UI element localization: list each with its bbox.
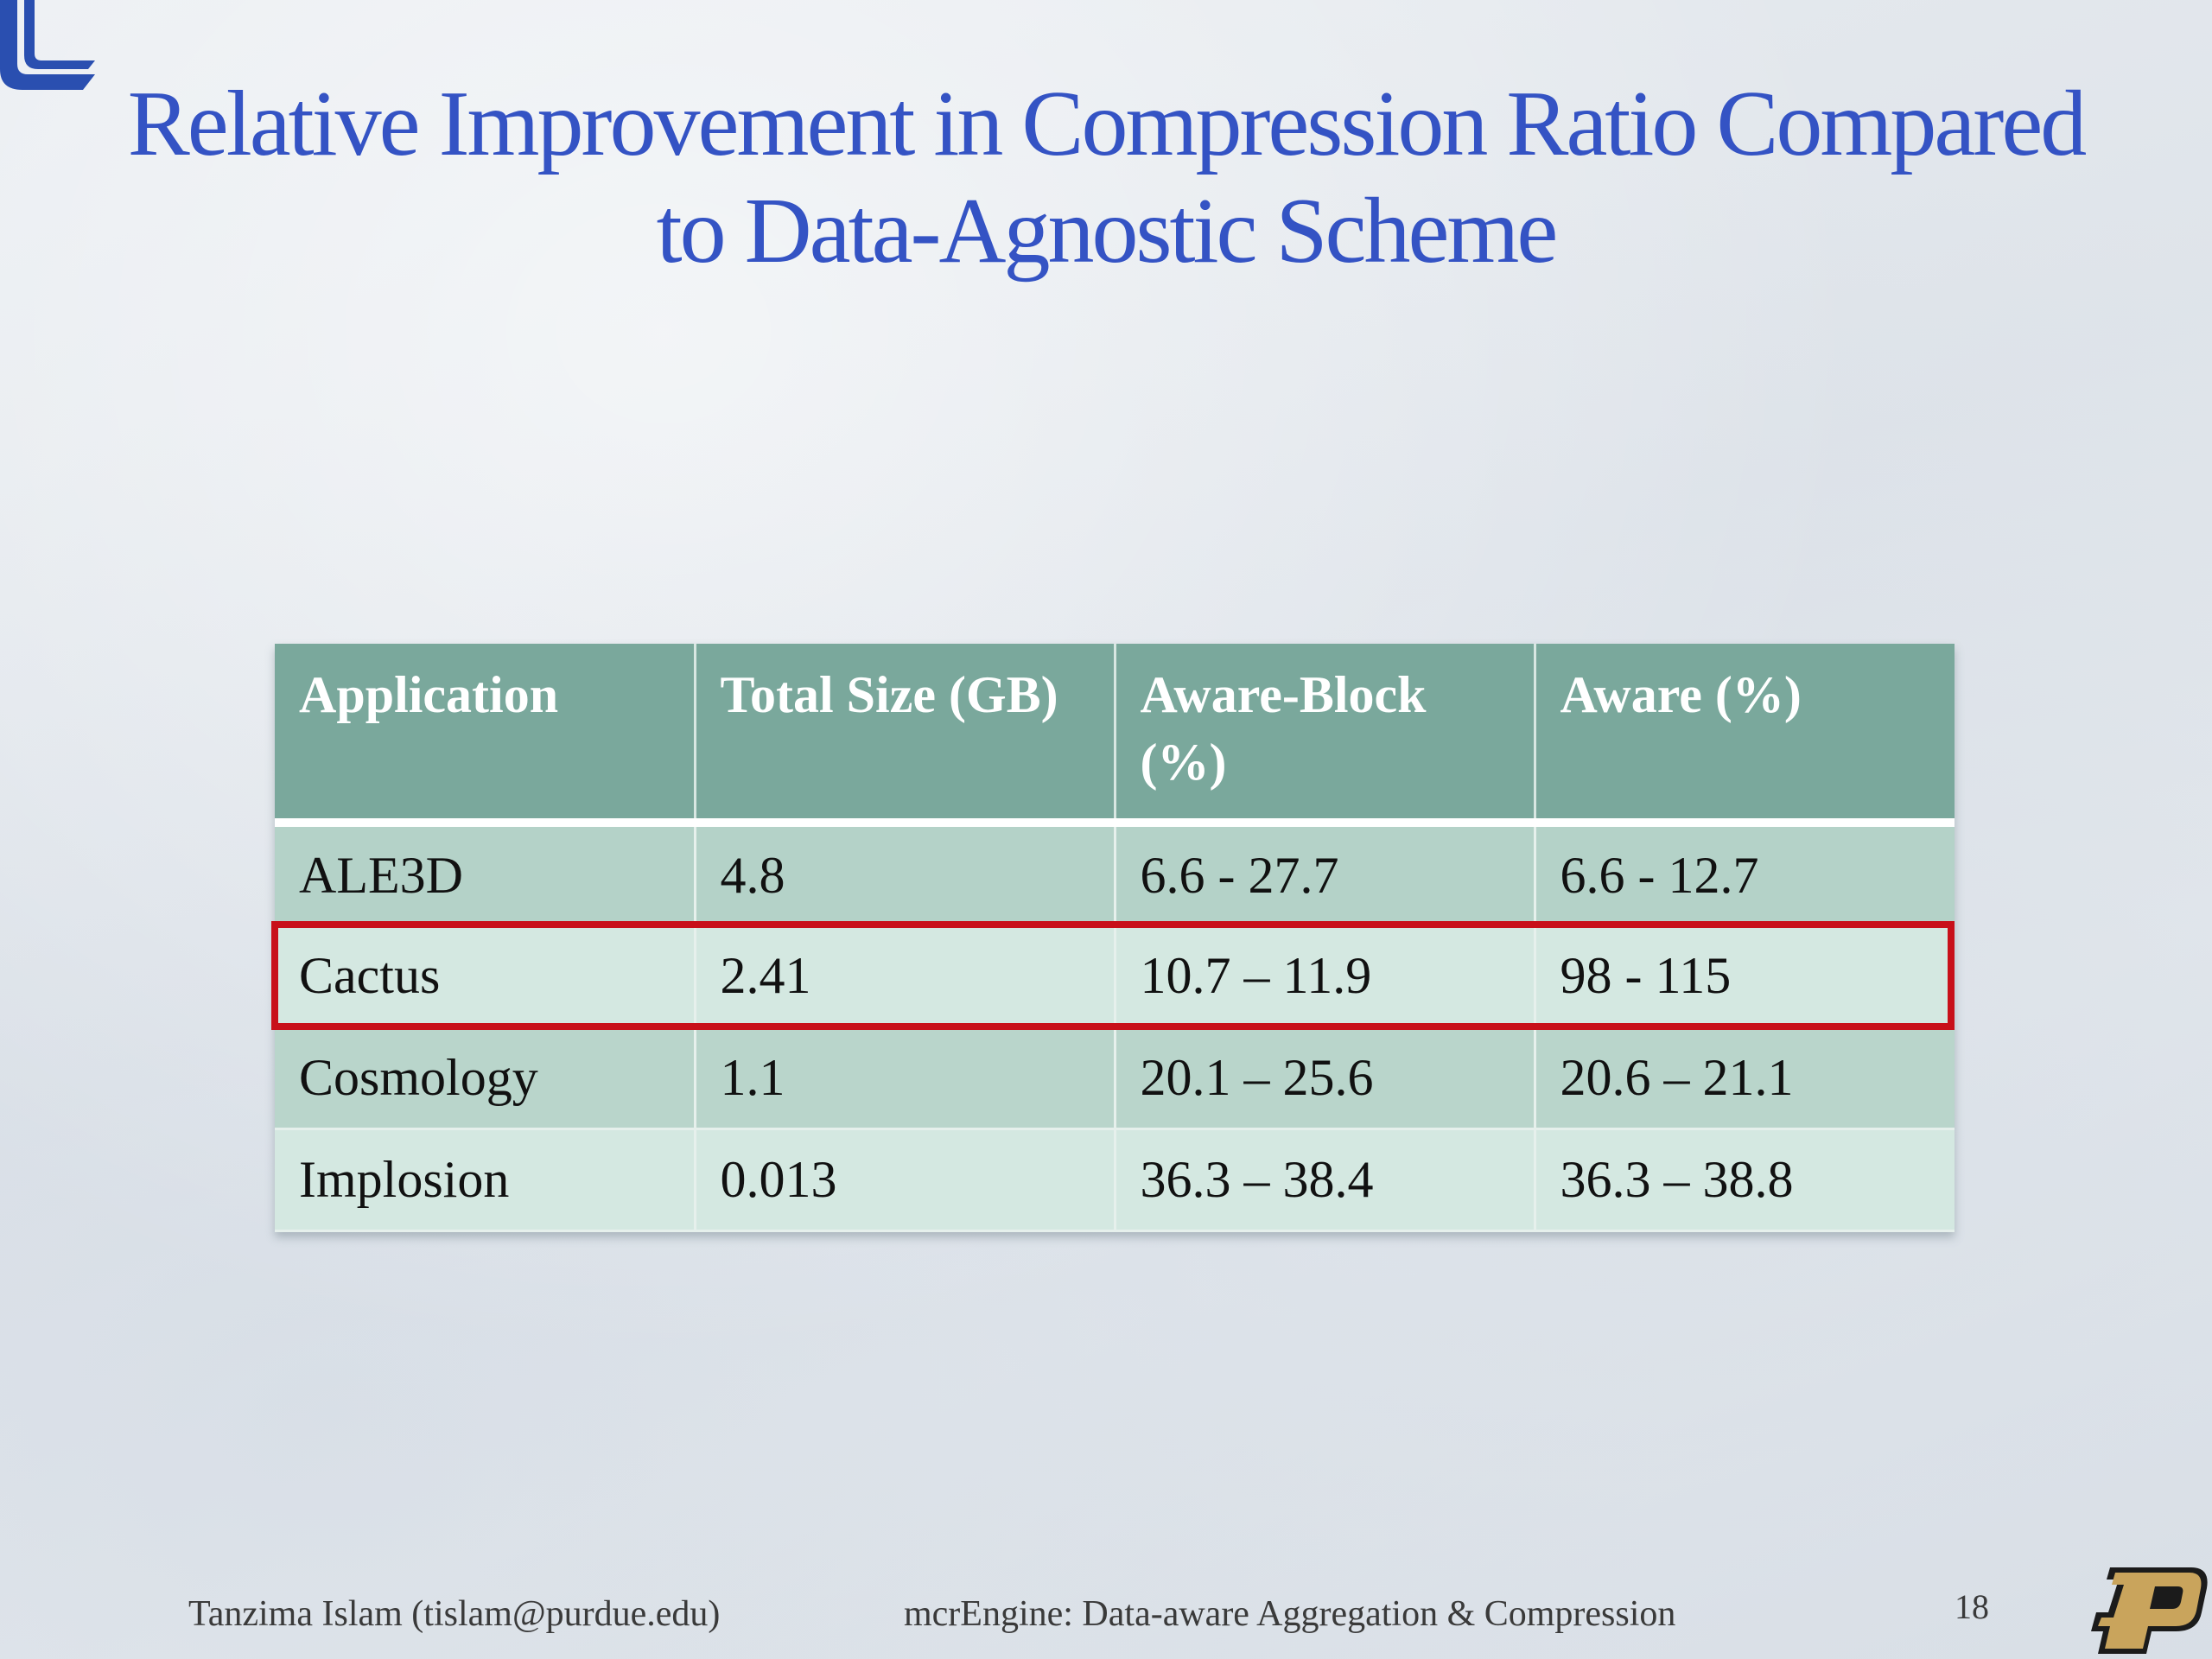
footer-author: Tanzima Islam (tislam@purdue.edu) [188,1594,721,1634]
table-cell: ALE3D [275,823,696,926]
footer-title: mcrEngine: Data-aware Aggregation & Comp… [904,1594,1676,1634]
table-cell: 1.1 [695,1027,1116,1130]
slide-title-line1: Relative Improvement in Compression Rati… [127,73,2088,175]
column-header-aware: Aware (%) [1535,644,1955,827]
table-row: Implosion 0.013 36.3 – 38.4 36.3 – 38.8 [275,1128,1955,1232]
table-cell: 36.3 – 38.4 [1115,1128,1536,1232]
table-cell: 6.6 - 12.7 [1535,823,1955,926]
table-cell: 0.013 [695,1128,1116,1232]
table-cell: Cosmology [275,1027,696,1130]
purdue-p-logo-icon [2091,1567,2208,1654]
table-cell: 20.1 – 25.6 [1115,1027,1536,1130]
table-cell: 10.7 – 11.9 [1115,925,1536,1028]
table-header-row: Application Total Size (GB) Aware-Block … [275,644,1955,827]
table-row: Cosmology 1.1 20.1 – 25.6 20.6 – 21.1 [275,1027,1955,1130]
slide-title: Relative Improvement in Compression Rati… [0,71,2212,285]
table-cell: 20.6 – 21.1 [1535,1027,1955,1130]
results-table-container: Application Total Size (GB) Aware-Block … [275,644,1955,1232]
table-cell: 4.8 [695,823,1116,926]
table-cell: 2.41 [695,925,1116,1028]
table-cell: Cactus [275,925,696,1028]
column-header-application: Application [275,644,696,827]
table-row: Cactus 2.41 10.7 – 11.9 98 - 115 [275,925,1955,1028]
table-row: ALE3D 4.8 6.6 - 27.7 6.6 - 12.7 [275,823,1955,926]
institution-logo-icon [0,0,95,90]
page-number: 18 [1955,1587,1989,1626]
column-header-aware-block: Aware-Block (%) [1115,644,1536,827]
table-cell: 36.3 – 38.8 [1535,1128,1955,1232]
column-header-total-size: Total Size (GB) [695,644,1116,827]
table-cell: 98 - 115 [1535,925,1955,1028]
table-cell: Implosion [275,1128,696,1232]
slide-title-line2: to Data-Agnostic Scheme [656,180,1559,283]
table-cell: 6.6 - 27.7 [1115,823,1536,926]
results-table: Application Total Size (GB) Aware-Block … [275,644,1955,1232]
